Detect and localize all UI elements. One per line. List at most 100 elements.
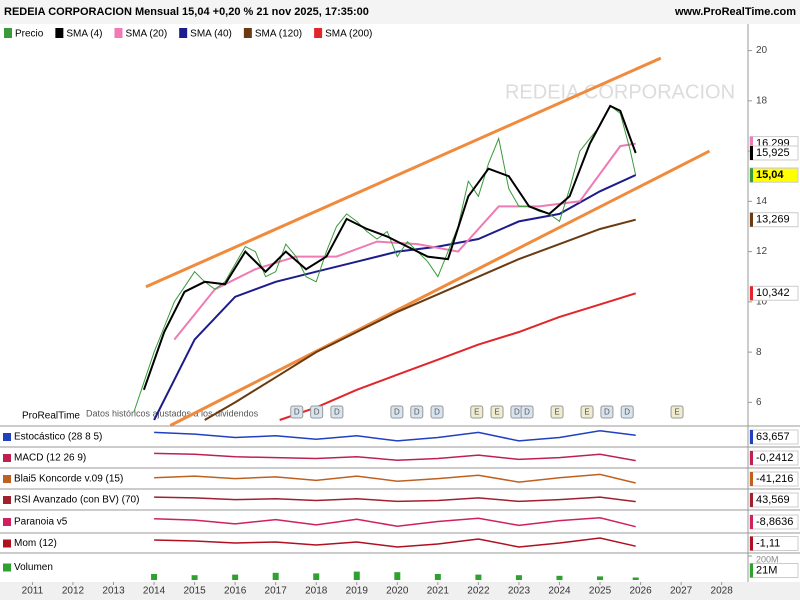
volume-bar — [151, 574, 158, 580]
pane-swatch — [3, 433, 11, 441]
x-tick-label: 2012 — [62, 586, 85, 597]
value-badge-swatch — [750, 430, 753, 444]
event-label: D — [294, 408, 300, 417]
volume-bar — [556, 575, 563, 580]
y-tick-label: 12 — [756, 246, 768, 257]
event-marker — [550, 405, 564, 419]
x-tick-label: 2027 — [670, 586, 693, 597]
event-marker — [310, 405, 324, 419]
y-tick-label: 18 — [756, 95, 768, 106]
y-tick-label: 200M — [756, 554, 779, 564]
legend-label: SMA (200) — [325, 29, 372, 40]
event-label: D — [434, 408, 440, 417]
series-line — [142, 104, 637, 391]
event-marker — [580, 405, 594, 419]
volume-bar — [313, 573, 320, 580]
value-badge-label: 10,342 — [756, 287, 790, 299]
value-badge-label: 21M — [756, 564, 777, 576]
x-tick-label: 2013 — [102, 586, 125, 597]
value-badge-label: 63,657 — [756, 431, 790, 443]
toolbar-brand: ProRealTime — [22, 411, 80, 422]
x-tick-label: 2024 — [548, 586, 571, 597]
x-tick-label: 2014 — [143, 586, 166, 597]
value-badge-label: 13,269 — [756, 214, 790, 226]
x-tick-label: 2025 — [589, 586, 612, 597]
legend-label: SMA (20) — [125, 29, 167, 40]
trendline — [169, 149, 711, 427]
legend-label: Precio — [15, 29, 44, 40]
x-tick-label: 2016 — [224, 586, 247, 597]
legend-swatch — [314, 28, 323, 38]
event-label: D — [414, 408, 420, 417]
x-tick-label: 2018 — [305, 586, 328, 597]
series-line — [279, 292, 636, 421]
value-badge-swatch — [750, 136, 753, 151]
x-tick-label: 2017 — [265, 586, 288, 597]
value-badge-swatch — [750, 212, 753, 227]
indicator-line — [154, 429, 636, 442]
value-badge-label: -0,2412 — [756, 452, 793, 464]
event-marker — [670, 405, 684, 419]
volume-bar — [394, 572, 401, 580]
pane-title: MACD (12 26 9) — [14, 453, 86, 464]
legend-label: SMA (40) — [190, 29, 232, 40]
header-bar — [0, 0, 800, 24]
event-label: D — [314, 408, 320, 417]
event-marker — [520, 405, 534, 419]
y-tick-label: 20 — [756, 45, 768, 56]
y-tick-label: 8 — [756, 347, 762, 358]
event-label: D — [604, 408, 610, 417]
x-tick-label: 2019 — [346, 586, 369, 597]
y-tick-label: 6 — [756, 397, 762, 408]
series-line — [153, 174, 637, 421]
event-marker — [430, 405, 444, 419]
x-tick-label: 2023 — [508, 586, 531, 597]
value-badge-label: -41,216 — [756, 473, 793, 485]
pane-swatch — [3, 496, 11, 504]
event-marker — [470, 405, 484, 419]
event-label: D — [334, 408, 340, 417]
value-badge-swatch — [750, 145, 753, 160]
volume-bar — [191, 575, 198, 580]
volume-bar — [353, 571, 360, 580]
value-badge-swatch — [750, 515, 753, 529]
event-label: E — [584, 408, 589, 417]
event-label: D — [514, 408, 520, 417]
volume-bar — [597, 576, 604, 580]
event-label: E — [474, 408, 479, 417]
event-label: D — [524, 408, 530, 417]
pane-title: Blai5 Koncorde v.09 (15) — [14, 474, 123, 485]
source: www.ProRealTime.com — [674, 6, 796, 18]
pane-title: Paranoia v5 — [14, 517, 68, 528]
event-marker — [490, 405, 504, 419]
legend-swatch — [179, 28, 188, 38]
indicator-line — [154, 517, 636, 528]
legend-swatch — [55, 28, 64, 38]
pane-swatch — [3, 475, 11, 483]
x-tick-label: 2021 — [427, 586, 450, 597]
value-badge-label: 15,925 — [756, 147, 790, 159]
legend-swatch — [4, 28, 12, 38]
pane-swatch — [3, 563, 11, 572]
y-tick-label: 14 — [756, 196, 768, 207]
pane-title: Mom (12) — [14, 538, 57, 549]
volume-bar — [272, 572, 279, 580]
chart-title: REDEIA CORPORACION Mensual 15,04 +0,20 %… — [4, 6, 369, 18]
pane-title: Volumen — [14, 562, 53, 573]
series-line — [204, 218, 636, 421]
value-badge-swatch — [750, 493, 753, 507]
event-label: D — [624, 408, 630, 417]
volume-bar — [632, 577, 639, 580]
value-badge-swatch — [750, 168, 753, 183]
x-tick-label: 2011 — [22, 586, 44, 597]
pane-title: RSI Avanzado (con BV) (70) — [14, 495, 139, 506]
value-badge-label: -8,8636 — [756, 516, 793, 528]
x-tick-label: 2020 — [386, 586, 409, 597]
event-marker — [390, 405, 404, 419]
series-line — [133, 105, 637, 413]
indicator-line — [154, 496, 636, 503]
legend-label: SMA (4) — [66, 29, 102, 40]
event-label: E — [674, 408, 679, 417]
